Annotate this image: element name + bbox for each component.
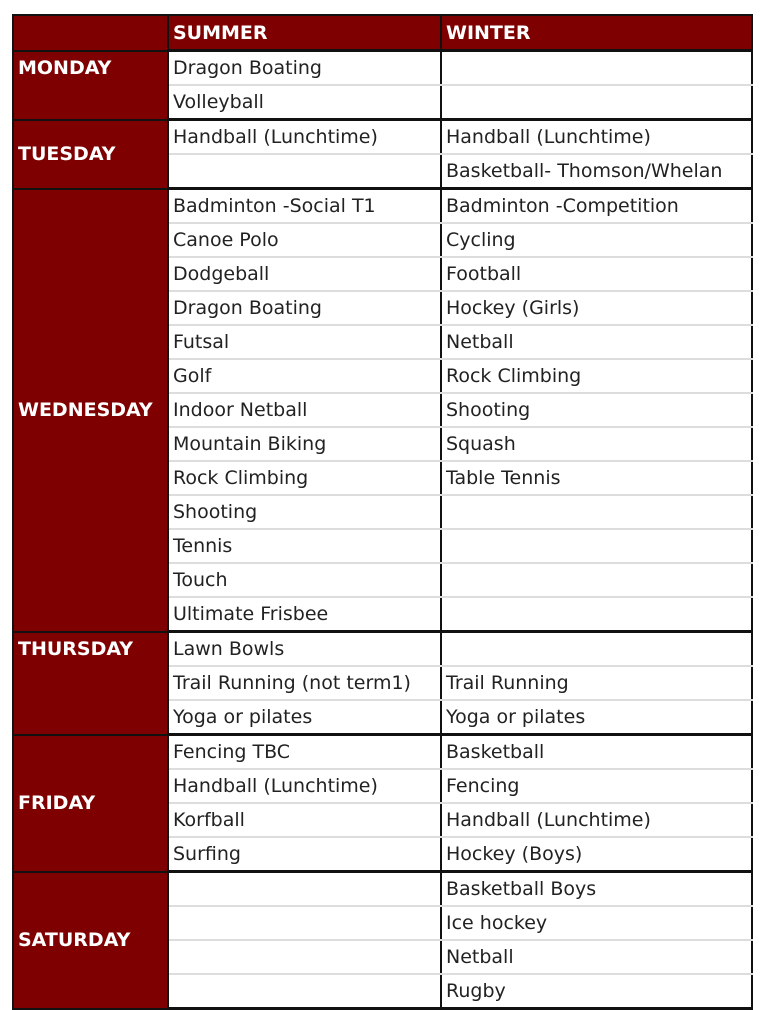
summer-activity: Badminton -Social T1 bbox=[167, 187, 442, 224]
table-row: Canoe Polo Cycling bbox=[13, 223, 753, 258]
winter-activity: Ice hockey bbox=[440, 906, 753, 941]
winter-activity: Hockey (Girls) bbox=[440, 291, 753, 326]
summer-activity bbox=[167, 870, 442, 907]
winter-activity: Cycling bbox=[440, 223, 753, 258]
winter-activity: Handball (Lunchtime) bbox=[440, 118, 753, 155]
summer-activity: Indoor Netball bbox=[167, 393, 442, 428]
winter-activity: Table Tennis bbox=[440, 461, 753, 496]
day-label: SATURDAY bbox=[12, 870, 169, 1010]
table-row: Netball bbox=[13, 940, 753, 975]
summer-activity: Futsal bbox=[167, 325, 442, 360]
summer-activity: Handball (Lunchtime) bbox=[167, 769, 442, 804]
winter-activity: Football bbox=[440, 257, 753, 292]
table-row: Ice hockey bbox=[13, 906, 753, 941]
table-row: Touch bbox=[13, 563, 753, 598]
summer-activity: Ultimate Frisbee bbox=[167, 597, 442, 633]
table-row: Volleyball bbox=[13, 85, 753, 121]
table-row: Dodgeball Football bbox=[13, 257, 753, 292]
winter-activity: Netball bbox=[440, 325, 753, 360]
summer-activity: Korfball bbox=[167, 803, 442, 838]
summer-activity: Golf bbox=[167, 359, 442, 394]
table-row: Basketball- Thomson/Whelan bbox=[13, 154, 753, 190]
summer-activity: Yoga or pilates bbox=[167, 700, 442, 736]
table-row: Dragon Boating Hockey (Girls) bbox=[13, 291, 753, 326]
winter-activity bbox=[440, 563, 753, 598]
summer-activity: Dodgeball bbox=[167, 257, 442, 292]
winter-activity: Netball bbox=[440, 940, 753, 975]
summer-activity: Fencing TBC bbox=[167, 733, 442, 770]
summer-activity: Lawn Bowls bbox=[167, 630, 442, 667]
winter-activity bbox=[440, 529, 753, 564]
table-row: Ultimate Frisbee bbox=[13, 597, 753, 633]
summer-activity: Handball (Lunchtime) bbox=[167, 118, 442, 155]
summer-activity bbox=[167, 974, 442, 1010]
day-label: MONDAY bbox=[12, 49, 169, 121]
winter-activity: Shooting bbox=[440, 393, 753, 428]
day-label: WEDNESDAY bbox=[12, 187, 169, 633]
table-row: SATURDAY Basketball Boys bbox=[12, 870, 753, 1010]
summer-activity: Rock Climbing bbox=[167, 461, 442, 496]
table-row: FRIDAY Fencing TBC Basketball bbox=[12, 733, 753, 873]
header-summer: SUMMER bbox=[167, 14, 442, 52]
winter-activity bbox=[440, 630, 753, 667]
winter-activity: Hockey (Boys) bbox=[440, 837, 753, 873]
header-day bbox=[12, 14, 169, 52]
sports-schedule-table: SUMMER WINTER MONDAY Dragon Boating Volley… bbox=[12, 14, 753, 1010]
day-label: FRIDAY bbox=[12, 733, 169, 873]
table-row: Indoor Netball Shooting bbox=[13, 393, 753, 428]
table-row: Rock Climbing Table Tennis bbox=[13, 461, 753, 496]
summer-activity: Dragon Boating bbox=[167, 291, 442, 326]
table-row: Shooting bbox=[13, 495, 753, 530]
table-row: THURSDAY Lawn Bowls bbox=[12, 630, 753, 736]
winter-activity bbox=[440, 495, 753, 530]
summer-activity: Mountain Biking bbox=[167, 427, 442, 462]
summer-activity: Surfing bbox=[167, 837, 442, 873]
winter-activity: Badminton -Competition bbox=[440, 187, 753, 224]
summer-activity: Canoe Polo bbox=[167, 223, 442, 258]
winter-activity: Fencing bbox=[440, 769, 753, 804]
table-row: Mountain Biking Squash bbox=[13, 427, 753, 462]
winter-activity: Squash bbox=[440, 427, 753, 462]
winter-activity: Basketball Boys bbox=[440, 870, 753, 907]
winter-activity bbox=[440, 85, 753, 121]
summer-activity: Trail Running (not term1) bbox=[167, 666, 442, 701]
summer-activity: Tennis bbox=[167, 529, 442, 564]
winter-activity: Rock Climbing bbox=[440, 359, 753, 394]
table-row: Trail Running (not term1) Trail Running bbox=[13, 666, 753, 701]
table-row: Futsal Netball bbox=[13, 325, 753, 360]
header-row: SUMMER WINTER bbox=[12, 14, 753, 52]
summer-activity bbox=[167, 940, 442, 975]
day-label: THURSDAY bbox=[12, 630, 169, 736]
summer-activity: Dragon Boating bbox=[167, 49, 442, 86]
winter-activity: Basketball- Thomson/Whelan bbox=[440, 154, 753, 190]
winter-activity bbox=[440, 597, 753, 633]
table-row: Korfball Handball (Lunchtime) bbox=[13, 803, 753, 838]
table-row: TUESDAY Handball (Lunchtime) Handball (Lun… bbox=[12, 118, 753, 190]
winter-activity: Basketball bbox=[440, 733, 753, 770]
day-label: TUESDAY bbox=[12, 118, 169, 190]
table-row: Tennis bbox=[13, 529, 753, 564]
summer-activity: Shooting bbox=[167, 495, 442, 530]
winter-activity: Yoga or pilates bbox=[440, 700, 753, 736]
table-row: Golf Rock Climbing bbox=[13, 359, 753, 394]
winter-activity: Handball (Lunchtime) bbox=[440, 803, 753, 838]
summer-activity bbox=[167, 154, 442, 190]
table-row: WEDNESDAY Badminton -Social T1 Badminton -… bbox=[12, 187, 753, 633]
winter-activity: Rugby bbox=[440, 974, 753, 1010]
table-row: MONDAY Dragon Boating bbox=[12, 49, 753, 121]
summer-activity bbox=[167, 906, 442, 941]
table-row: Surfing Hockey (Boys) bbox=[13, 837, 753, 873]
table-row: Yoga or pilates Yoga or pilates bbox=[13, 700, 753, 736]
winter-activity bbox=[440, 49, 753, 86]
summer-activity: Volleyball bbox=[167, 85, 442, 121]
winter-activity: Trail Running bbox=[440, 666, 753, 701]
table-row: Handball (Lunchtime) Fencing bbox=[13, 769, 753, 804]
header-winter: WINTER bbox=[440, 14, 753, 52]
summer-activity: Touch bbox=[167, 563, 442, 598]
